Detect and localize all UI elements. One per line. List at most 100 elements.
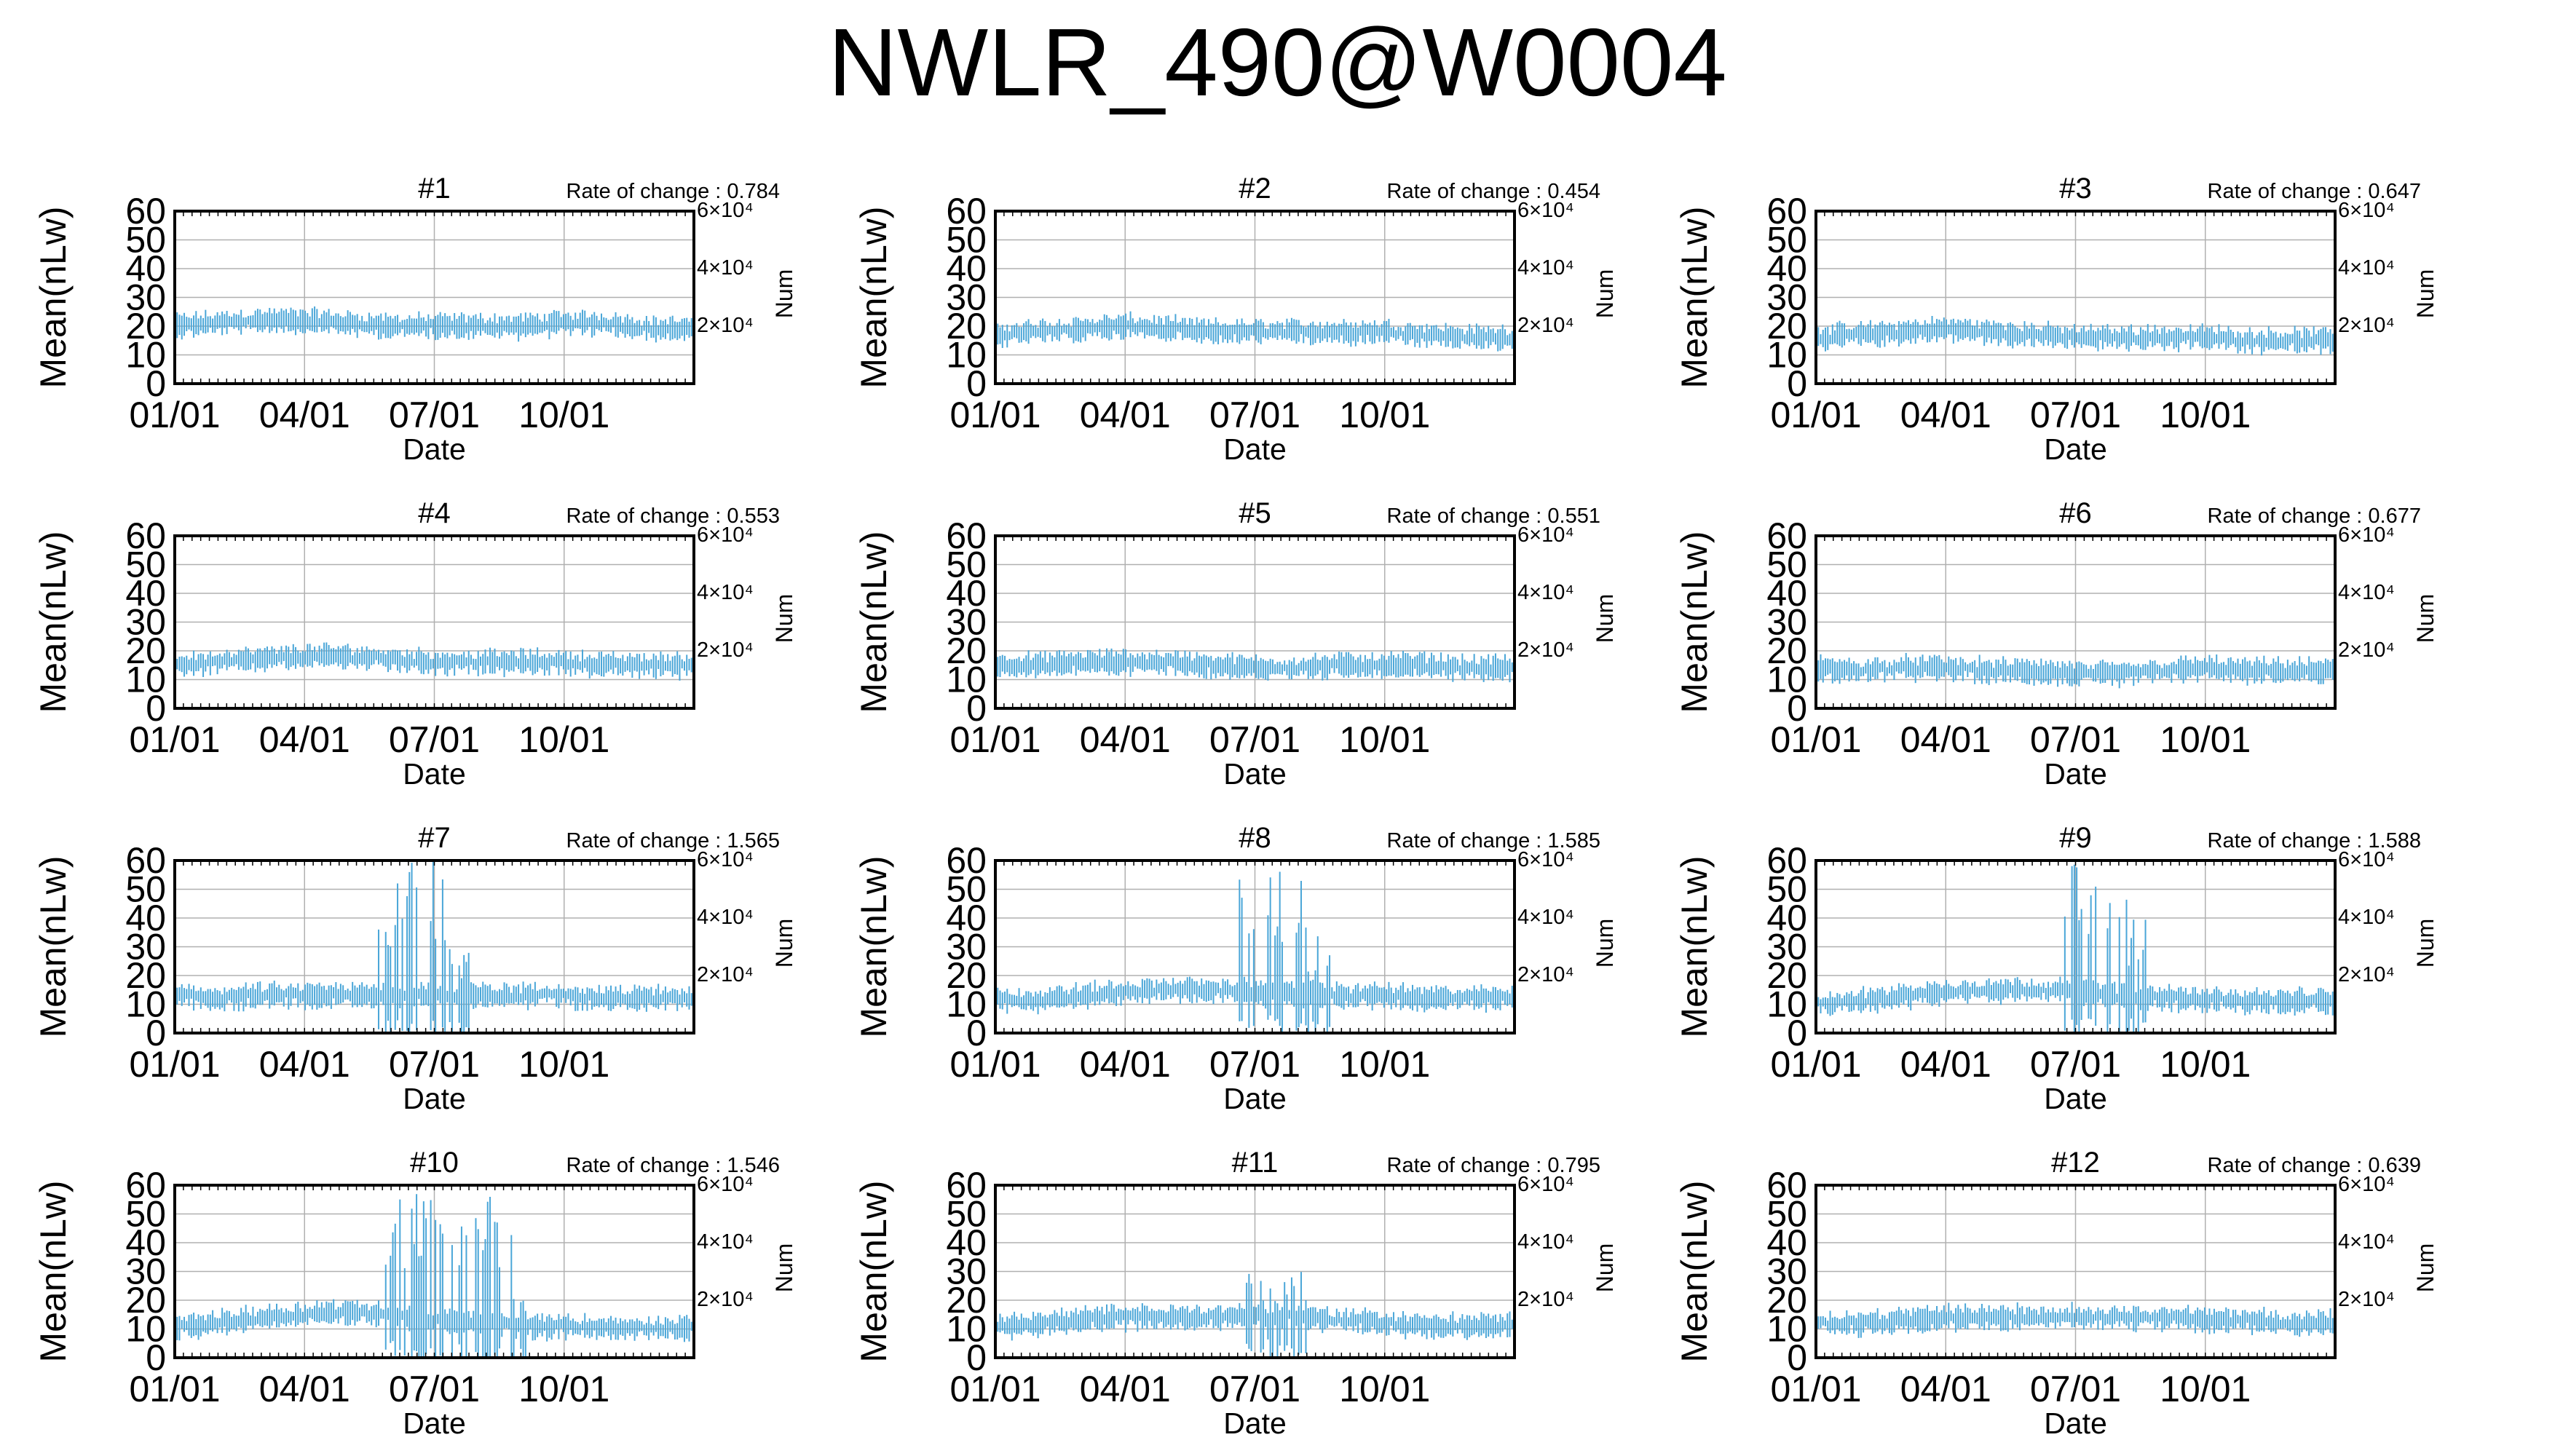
y-axis-label: Mean(nLw) <box>33 1180 74 1362</box>
y-tick-label: 10 <box>946 660 987 700</box>
x-tick-label: 04/01 <box>1080 395 1171 435</box>
rate-of-change-label: Rate of change : 0.454 <box>1387 180 1600 203</box>
y-tick-label: 50 <box>1766 220 1807 261</box>
y-right-axis-label: Num <box>1592 269 1618 319</box>
y-right-axis-label: Num <box>2412 269 2438 319</box>
y-axis-label: Mean(nLw) <box>1674 1180 1715 1362</box>
y-right-axis-label: Num <box>771 919 797 968</box>
x-tick-label: 01/01 <box>1770 719 1861 760</box>
y-axis-label: Mean(nLw) <box>853 206 894 388</box>
y-right-tick-label: 2×10⁴ <box>1517 1288 1574 1311</box>
x-tick-label: 04/01 <box>1080 1044 1171 1085</box>
y-tick-label: 40 <box>125 573 166 614</box>
y-axis-label: Mean(nLw) <box>1674 855 1715 1037</box>
x-tick-label: 07/01 <box>2030 1369 2121 1409</box>
y-axis-label: Mean(nLw) <box>33 206 74 388</box>
rate-of-change-label: Rate of change : 1.546 <box>566 1154 780 1177</box>
y-tick-label: 10 <box>1766 660 1807 700</box>
y-right-tick-label: 6×10⁴ <box>697 199 754 222</box>
x-tick-label: 01/01 <box>949 1369 1040 1409</box>
y-tick-label: 50 <box>946 545 987 585</box>
panel-title: #6 <box>2059 497 2092 529</box>
x-tick-label: 04/01 <box>1080 719 1171 760</box>
y-right-tick-label: 6×10⁴ <box>1517 199 1574 222</box>
y-tick-label: 40 <box>125 1222 166 1263</box>
y-tick-label: 30 <box>946 927 987 968</box>
data-series <box>995 1272 1515 1358</box>
y-right-axis-label: Num <box>771 594 797 644</box>
y-tick-label: 0 <box>1787 1337 1807 1378</box>
y-axis-label: Mean(nLw) <box>33 531 74 713</box>
y-tick-label: 40 <box>1766 898 1807 938</box>
x-tick-label: 10/01 <box>1339 1044 1430 1085</box>
y-tick-label: 30 <box>125 602 166 643</box>
x-tick-label: 07/01 <box>2030 1044 2121 1085</box>
y-tick-label: 20 <box>1766 955 1807 996</box>
y-right-tick-label: 4×10⁴ <box>1517 906 1574 929</box>
data-series <box>1815 315 2336 356</box>
x-tick-label: 01/01 <box>1770 1044 1861 1085</box>
y-right-tick-label: 4×10⁴ <box>1517 581 1574 604</box>
data-series <box>174 1194 695 1358</box>
y-right-axis-label: Num <box>1592 919 1618 968</box>
y-tick-label: 20 <box>1766 630 1807 671</box>
x-tick-label: 10/01 <box>2160 1369 2251 1409</box>
y-tick-label: 40 <box>1766 573 1807 614</box>
data-series <box>1815 652 2336 689</box>
y-right-tick-label: 4×10⁴ <box>697 256 754 280</box>
x-axis-label: Date <box>1223 1406 1287 1440</box>
x-tick-label: 04/01 <box>259 719 350 760</box>
y-right-tick-label: 6×10⁴ <box>1517 523 1574 547</box>
y-tick-label: 20 <box>125 955 166 996</box>
rate-of-change-label: Rate of change : 1.585 <box>1387 829 1600 852</box>
y-tick-label: 30 <box>125 277 166 318</box>
x-tick-label: 04/01 <box>259 1369 350 1409</box>
y-tick-label: 0 <box>966 363 987 404</box>
y-tick-label: 60 <box>1766 1165 1807 1206</box>
y-right-tick-label: 6×10⁴ <box>1517 1173 1574 1196</box>
panel-title: #3 <box>2059 173 2092 205</box>
rate-of-change-label: Rate of change : 0.795 <box>1387 1154 1600 1177</box>
x-tick-label: 07/01 <box>1209 719 1300 760</box>
y-tick-label: 10 <box>946 335 987 376</box>
y-axis-label: Mean(nLw) <box>853 531 894 713</box>
y-tick-label: 0 <box>146 363 166 404</box>
x-tick-label: 10/01 <box>518 395 609 435</box>
y-tick-label: 20 <box>125 1280 166 1321</box>
x-axis-label: Date <box>2044 757 2107 791</box>
y-tick-label: 60 <box>125 840 166 881</box>
y-tick-label: 10 <box>125 984 166 1025</box>
y-tick-label: 50 <box>125 220 166 261</box>
data-series <box>174 860 695 1033</box>
y-tick-label: 40 <box>1766 248 1807 289</box>
x-tick-label: 01/01 <box>949 395 1040 435</box>
x-tick-label: 10/01 <box>1339 395 1430 435</box>
y-tick-label: 20 <box>946 1280 987 1321</box>
y-axis-label: Mean(nLw) <box>1674 531 1715 713</box>
panel-title: #12 <box>2051 1147 2100 1179</box>
rate-of-change-label: Rate of change : 0.647 <box>2208 180 2421 203</box>
y-right-tick-label: 6×10⁴ <box>2338 848 2395 871</box>
y-tick-label: 0 <box>146 1013 166 1053</box>
y-right-axis-label: Num <box>2412 1243 2438 1293</box>
x-tick-label: 04/01 <box>1080 1369 1171 1409</box>
y-tick-label: 0 <box>966 688 987 729</box>
y-tick-label: 40 <box>946 898 987 938</box>
x-tick-label: 01/01 <box>1770 1369 1861 1409</box>
y-tick-label: 50 <box>125 545 166 585</box>
y-tick-label: 30 <box>125 1251 166 1292</box>
panel-title: #10 <box>410 1147 459 1179</box>
x-tick-label: 07/01 <box>1209 395 1300 435</box>
y-right-tick-label: 2×10⁴ <box>1517 638 1574 662</box>
x-axis-label: Date <box>403 1082 466 1115</box>
x-tick-label: 01/01 <box>949 719 1040 760</box>
y-right-tick-label: 6×10⁴ <box>697 848 754 871</box>
y-tick-label: 50 <box>946 220 987 261</box>
y-right-axis-label: Num <box>2412 594 2438 644</box>
